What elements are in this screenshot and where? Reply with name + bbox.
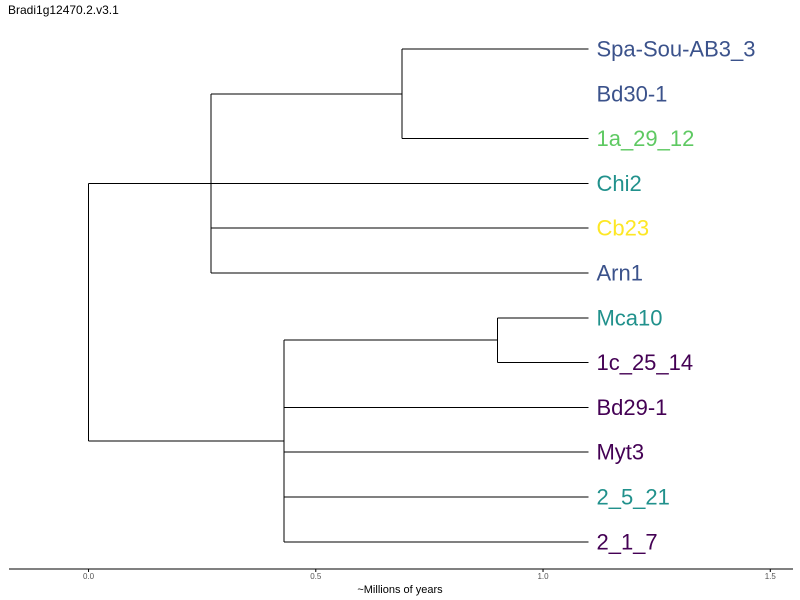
leaf-label: Cb23 xyxy=(596,216,649,241)
leaf-label: 2_5_21 xyxy=(596,485,669,510)
leaf-label: 1c_25_14 xyxy=(596,350,693,375)
leaf-label: 2_1_7 xyxy=(596,529,657,554)
leaf-label: Spa-Sou-AB3_3 xyxy=(596,37,755,62)
page-title: Bradi1g12470.2.v3.1 xyxy=(8,3,119,17)
leaf-label: 1a_29_12 xyxy=(596,126,694,151)
leaf-label: Arn1 xyxy=(596,261,642,286)
leaf-label: Myt3 xyxy=(596,440,644,465)
x-axis: 0.0 0.5 1.0 1.5 ~Millions of years xyxy=(9,568,793,596)
leaf-label: Bd29-1 xyxy=(596,395,667,420)
x-tick-label: 0.0 xyxy=(83,572,95,581)
leaf-label: Mca10 xyxy=(596,305,662,330)
leaf-label: Bd30-1 xyxy=(596,81,667,106)
branches xyxy=(88,48,589,543)
x-tick-label: 1.0 xyxy=(537,572,549,581)
x-axis-label: ~Millions of years xyxy=(357,584,443,596)
leaf-label: Chi2 xyxy=(596,171,641,196)
leaf-labels: Spa-Sou-AB3_3 Bd30-1 1a_29_12 Chi2 Cb23 Arn1 M… xyxy=(596,37,755,555)
x-tick-label: 0.5 xyxy=(310,572,322,581)
x-tick-label: 1.5 xyxy=(765,572,777,581)
